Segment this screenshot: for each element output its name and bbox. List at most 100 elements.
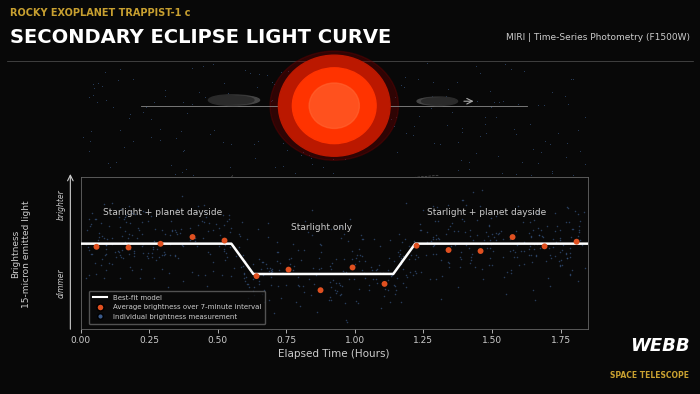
Point [351,114,362,121]
Point [170,135,181,141]
Point [153,254,164,260]
Point [253,226,264,232]
Point [408,237,419,243]
Point [190,238,201,244]
Circle shape [419,97,458,106]
Point [91,270,102,277]
Point [547,236,559,242]
Point [340,155,351,162]
Point [382,277,393,283]
Point [442,85,454,92]
Point [111,254,122,260]
Point [340,300,351,307]
Point [353,286,364,292]
Point [134,275,146,281]
Point [511,171,522,178]
Point [160,231,171,238]
Point [456,249,467,255]
Point [561,255,573,262]
Point [536,149,547,155]
Point [198,219,209,225]
Point [466,256,477,263]
Point [91,243,102,250]
Point [395,258,406,264]
Point [100,242,111,248]
Point [553,258,564,264]
Point [512,203,524,209]
Point [384,102,395,108]
Point [276,270,288,276]
Point [267,97,278,104]
Point [573,210,584,217]
Point [365,264,377,270]
Point [110,249,121,255]
Point [534,245,545,251]
Point [125,245,136,252]
Point [172,255,183,261]
Point [127,232,138,238]
Point [382,267,393,273]
Point [415,269,426,275]
Point [225,141,237,147]
Point [186,65,197,71]
Point [487,240,498,246]
Point [130,211,141,217]
Point [442,122,453,128]
Point [405,252,416,258]
Point [505,232,517,239]
Point [234,233,245,239]
Point [532,102,543,108]
Point [339,231,350,237]
Point [545,283,556,289]
Point [391,287,402,294]
Point [93,80,104,87]
Point [397,266,408,272]
Point [99,252,111,258]
Point [199,272,210,278]
Point [524,121,536,128]
Point [92,98,103,105]
Point [433,235,444,242]
Point [136,231,147,237]
Point [475,248,486,254]
Point [247,288,258,294]
Point [317,164,328,170]
Point [106,261,117,267]
Point [533,225,544,231]
Point [174,230,186,236]
Point [220,250,232,256]
Point [478,236,489,243]
Point [398,253,409,259]
Circle shape [209,95,257,106]
Point [414,113,425,119]
Point [249,292,260,298]
Point [84,216,95,222]
Point [83,94,94,100]
Legend: Best-fit model, Average brightness over 7-minute interval, Individual brightness: Best-fit model, Average brightness over … [89,291,265,324]
Point [339,148,350,154]
Point [305,155,316,161]
Point [146,115,157,122]
Point [409,123,420,129]
Point [393,230,405,237]
Point [240,67,251,73]
Point [237,219,248,225]
Point [452,284,463,290]
Point [310,272,321,278]
Point [101,236,112,243]
Point [88,243,99,249]
Point [217,139,228,145]
Point [302,100,314,107]
Point [528,246,539,253]
Point [542,275,554,282]
Point [336,291,347,297]
Point [374,243,386,249]
Point [512,242,523,248]
Point [344,216,356,222]
Point [147,249,158,256]
Point [185,236,196,243]
Point [160,93,171,99]
Point [169,227,180,233]
Point [496,228,507,234]
Point [331,288,342,295]
